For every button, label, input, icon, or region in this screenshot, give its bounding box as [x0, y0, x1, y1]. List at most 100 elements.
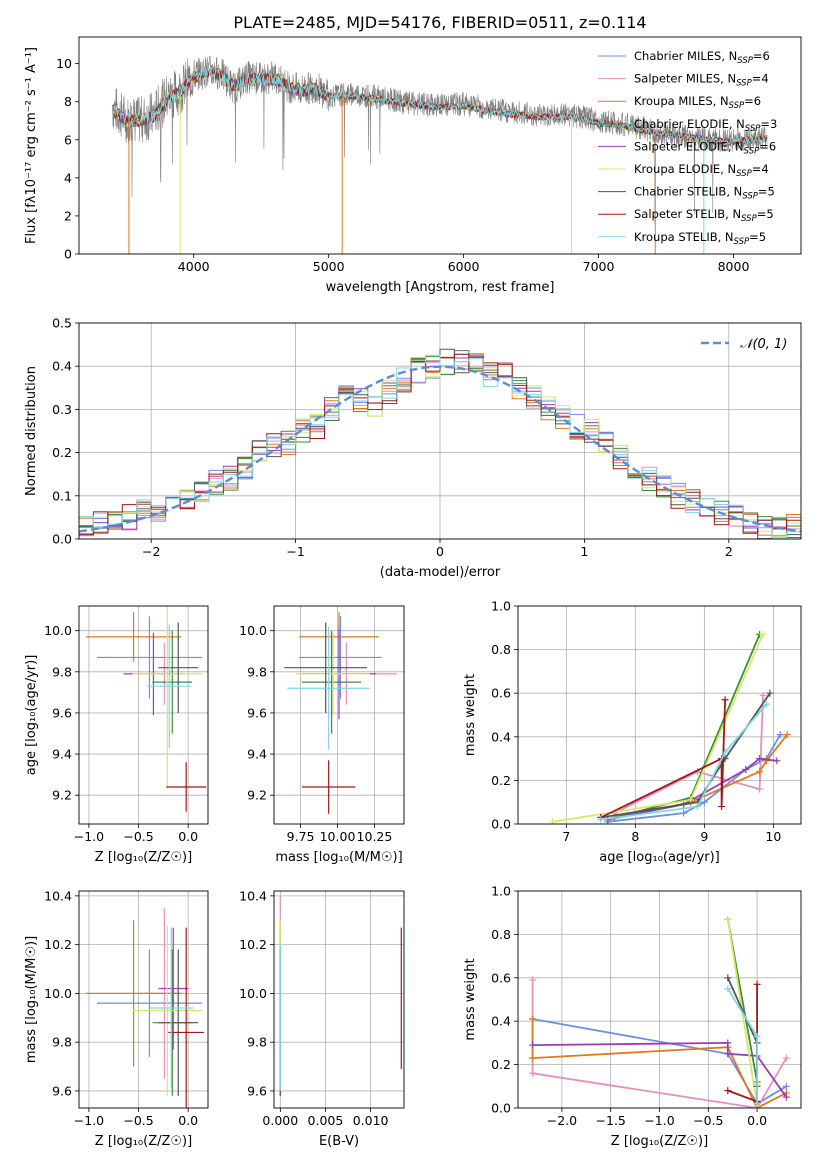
y-tick-label: 0.8 [491, 642, 511, 657]
y-tick-label: 9.4 [52, 747, 72, 762]
axes-frame [273, 605, 405, 825]
weight-vs-age-panel: 7 8 9 10 0.0 0.2 0.4 0.6 0.8 1.0 age [log₁₀(age/yr… [463, 599, 802, 865]
legend-subscript: SSP [745, 124, 761, 134]
legend-subscript: SSP [729, 101, 745, 111]
weight-line [552, 633, 764, 823]
weight-marker [753, 1100, 761, 1108]
x-tick-label: 9.75 [287, 829, 315, 844]
legend-subscript: SSP [742, 192, 758, 202]
legend-suffix: =3 [760, 117, 777, 131]
x-tick-label: 8 [631, 829, 639, 844]
x-tick-label: 10 [765, 829, 781, 844]
legend-subscript: SSP [736, 169, 752, 179]
x-tick-label: 5000 [313, 259, 345, 274]
x-axis-label: Z [log₁₀(Z/Z☉)] [95, 1134, 192, 1149]
y-tick-label: 0.2 [491, 773, 511, 788]
y-tick-label: 9.4 [247, 747, 267, 762]
legend-label: Kroupa ELODIE, NSSP=4 [634, 162, 769, 179]
legend-suffix: =6 [759, 139, 776, 153]
y-tick-label: 0.2 [491, 1057, 511, 1072]
y-tick-label: 4 [64, 170, 72, 185]
y-tick-label: 10.2 [44, 937, 72, 952]
x-tick-label: −0.5 [693, 1113, 723, 1128]
weight-marker [773, 757, 781, 765]
weight-marker [721, 748, 729, 756]
y-tick-label: 1.0 [491, 599, 511, 614]
axes-frame [78, 605, 209, 825]
weight-marker [549, 818, 557, 824]
axes-frame [78, 322, 802, 540]
weight-line [607, 757, 777, 821]
y-tick-label: 0.6 [491, 970, 511, 985]
y-axis-label: Flux [fλ10⁻¹⁷ erg cm⁻² s⁻¹ A⁻¹] [24, 47, 39, 244]
y-tick-label: 6 [64, 132, 72, 147]
legend-label: Salpeter MILES, NSSP=4 [634, 72, 769, 89]
y-tick-label: 10.0 [239, 623, 267, 638]
x-tick-label: −1 [286, 544, 304, 559]
y-tick-label: 0 [64, 247, 72, 262]
x-tick-label: 4000 [178, 259, 210, 274]
y-tick-label: 0.4 [491, 1014, 511, 1029]
x-axis-label: (data-model)/error [380, 565, 501, 580]
weight-marker [782, 1093, 790, 1101]
y-tick-label: 0.2 [52, 445, 72, 460]
y-axis-label: mass weight [463, 958, 478, 1040]
y-tick-label: 9.6 [52, 1083, 72, 1098]
x-tick-label: 10.00 [320, 829, 356, 844]
legend-label: Chabrier ELODIE, NSSP=3 [634, 117, 777, 134]
weight-marker [724, 974, 732, 982]
legend-subscript: SSP [736, 79, 752, 89]
weight-marker [759, 630, 767, 638]
axes-frame [78, 36, 802, 255]
weight-marker [724, 985, 732, 993]
y-axis-label: Normed distribution [24, 366, 39, 496]
y-tick-label: 9.8 [247, 1035, 267, 1050]
legend-suffix: =4 [752, 72, 769, 86]
y-tick-label: 9.6 [52, 705, 72, 720]
weight-marker [721, 696, 729, 704]
x-axis-label: E(B-V) [319, 1134, 359, 1149]
weight-marker [776, 731, 784, 739]
y-tick-label: 9.2 [247, 788, 267, 803]
weight-line [727, 988, 758, 1104]
y-tick-label: 0.8 [491, 927, 511, 942]
axes-frame [78, 890, 209, 1109]
x-tick-label: 7 [562, 829, 570, 844]
weight-marker [680, 809, 688, 817]
weight-marker [687, 796, 695, 804]
weight-marker [724, 915, 732, 923]
weight-marker [766, 689, 774, 697]
weight-marker [529, 1041, 537, 1049]
weight-marker [756, 768, 764, 776]
x-tick-label: 2 [725, 544, 733, 559]
y-tick-label: 0.3 [52, 402, 72, 417]
x-axis-label: Z [log₁₀(Z/Z☉)] [611, 1134, 708, 1149]
x-axis-label: wavelength [Angstrom, rest frame] [326, 280, 555, 295]
legend-label: Kroupa MILES, NSSP=6 [634, 94, 761, 111]
weight-marker [742, 766, 750, 773]
y-tick-label: 1.0 [491, 884, 511, 899]
legend-label: Kroupa STELIB, NSSP=5 [634, 230, 766, 247]
weight-marker [529, 976, 537, 984]
weight-line [607, 734, 782, 823]
weight-marker [693, 803, 701, 811]
x-tick-label: 0 [436, 544, 444, 559]
x-tick-label: −1.5 [596, 1113, 626, 1128]
weight-marker [724, 1050, 732, 1058]
y-axis-label: mass [log₁₀(M/M☉)] [24, 936, 39, 1063]
x-tick-label: 0.000 [262, 1113, 298, 1128]
weight-marker [762, 700, 770, 708]
weight-vs-Z-panel: −2.0 −1.5 −1.0 −0.5 0.0 0.0 0.2 0.4 0.6 0.8 1.0 Z [… [463, 884, 802, 1149]
legend-suffix: =6 [744, 94, 761, 108]
x-tick-label: −1.0 [74, 1113, 104, 1128]
y-tick-label: 0.0 [491, 1101, 511, 1116]
y-tick-label: 8 [64, 94, 72, 109]
weight-marker [782, 1082, 790, 1090]
weight-marker [724, 1039, 732, 1047]
x-tick-label: −1.0 [644, 1113, 674, 1128]
x-tick-label: 0.0 [747, 1113, 767, 1128]
weight-marker [753, 980, 761, 988]
weight-marker [759, 691, 767, 699]
weight-line [600, 699, 726, 819]
